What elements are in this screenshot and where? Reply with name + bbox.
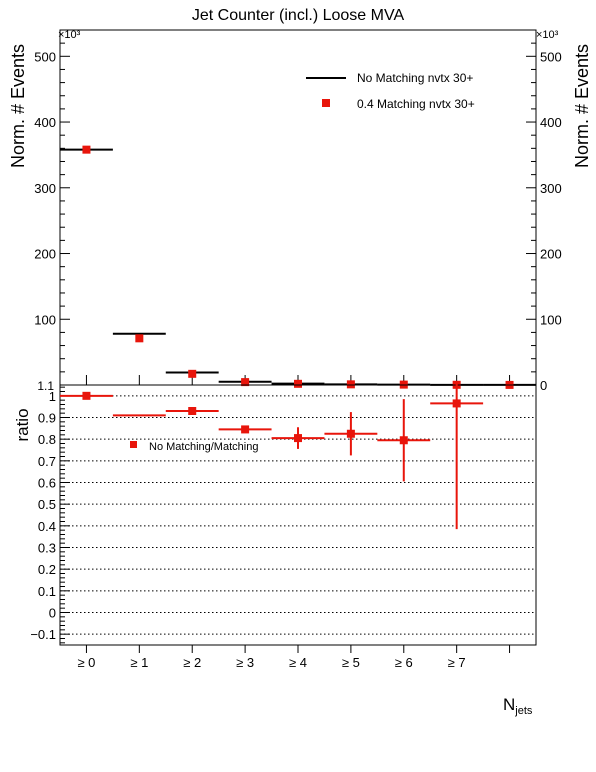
chart-labels: Jet Counter (incl.) Loose MVA Norm. # Ev… [8, 7, 592, 717]
ratio-ytick-label: 0.1 [38, 584, 56, 599]
legend-matching-marker [322, 99, 330, 107]
chart-title: Jet Counter (incl.) Loose MVA [192, 7, 405, 24]
ratio-ytick-label: 0.2 [38, 562, 56, 577]
ratio-marker-2 [188, 407, 197, 415]
upper-left-ytick-label: 200 [34, 247, 56, 262]
matching-marker-1 [135, 334, 144, 343]
ratio-ytick-label: 0.4 [38, 519, 56, 534]
ratio-xtick-label: ≥ 5 [342, 655, 360, 670]
ratio-xtick-label: ≥ 4 [289, 655, 307, 670]
upper-left-ytick-label: 300 [34, 181, 56, 196]
ratio-xtick-label: ≥ 1 [130, 655, 148, 670]
upper-right-ytick-label: 100 [540, 312, 562, 327]
ratio-marker-0 [82, 391, 91, 400]
ratio-panel: −0.1 0 0.1 0.2 0.3 0.4 0.5 0.6 0.7 0.8 0.9 1 ≥ 0 ≥ 1 ≥… [30, 381, 537, 670]
matching-marker-3 [241, 378, 250, 387]
ratio-ytick-label: 0.3 [38, 541, 56, 556]
ratio-frame [59, 384, 537, 646]
upper-left-ytick-label: 500 [34, 49, 56, 64]
upper-right-ytick-label: 500 [540, 49, 562, 64]
ratio-ytick-label: 0.9 [38, 411, 56, 426]
ratio-ytick-label: 0 [49, 606, 56, 621]
ratio-marker-6 [399, 436, 408, 445]
upper-scale-left: ×10³ [58, 29, 81, 41]
ratio-xtick-label: ≥ 7 [448, 655, 466, 670]
ratio-marker-5 [346, 429, 355, 438]
upper-scale-right: ×10³ [536, 29, 559, 41]
ratio-marker-4 [294, 434, 302, 443]
ratio-ytick-label: 0.6 [38, 476, 56, 491]
x-axis-label-main: N [503, 695, 515, 714]
upper-left-ytick-label: 400 [34, 115, 56, 130]
ratio-marker-7 [452, 399, 461, 408]
upper-right-ytick-label: 0 [540, 378, 547, 393]
ratio-marker-3 [241, 425, 250, 434]
legend-matching-label: 0.4 Matching nvtx 30+ [357, 97, 475, 111]
x-axis-label-sub: jets [514, 705, 533, 717]
upper-left-ytick-label: 100 [34, 312, 56, 327]
ratio-ytick-label: 0.5 [38, 497, 56, 512]
ratio-xtick-label: ≥ 2 [183, 655, 201, 670]
matching-marker-2 [188, 369, 197, 378]
x-axis-label: Njets [503, 695, 533, 717]
upper-tick-zero-left: 1.1 [37, 379, 54, 393]
ratio-legend-label: No Matching/Matching [149, 441, 258, 453]
ratio-xtick-label: ≥ 0 [77, 655, 95, 670]
upper-panel: 100 200 300 400 500 0 100 200 300 400 500 [34, 29, 562, 393]
ratio-xtick-label: ≥ 3 [236, 655, 254, 670]
ratio-ytick-label: −0.1 [30, 627, 56, 642]
matching-marker-5 [346, 380, 355, 389]
upper-right-ytick-label: 400 [540, 115, 562, 130]
legend-no-matching-label: No Matching nvtx 30+ [357, 71, 473, 85]
matching-marker-4 [294, 379, 302, 388]
upper-right-ytick-label: 300 [540, 181, 562, 196]
upper-ylabel-right: Norm. # Events [572, 44, 592, 168]
ratio-ytick-label: 0.8 [38, 432, 56, 447]
ratio-legend-marker [130, 441, 137, 448]
ratio-ytick-label: 0.7 [38, 454, 56, 469]
upper-ylabel-left: Norm. # Events [8, 44, 28, 168]
ratio-ylabel: ratio [13, 408, 32, 441]
ratio-xtick-label: ≥ 6 [395, 655, 413, 670]
matching-marker-0 [82, 145, 91, 154]
upper-right-ytick-label: 200 [540, 247, 562, 262]
ratio-ytick-label: 1 [49, 389, 56, 404]
